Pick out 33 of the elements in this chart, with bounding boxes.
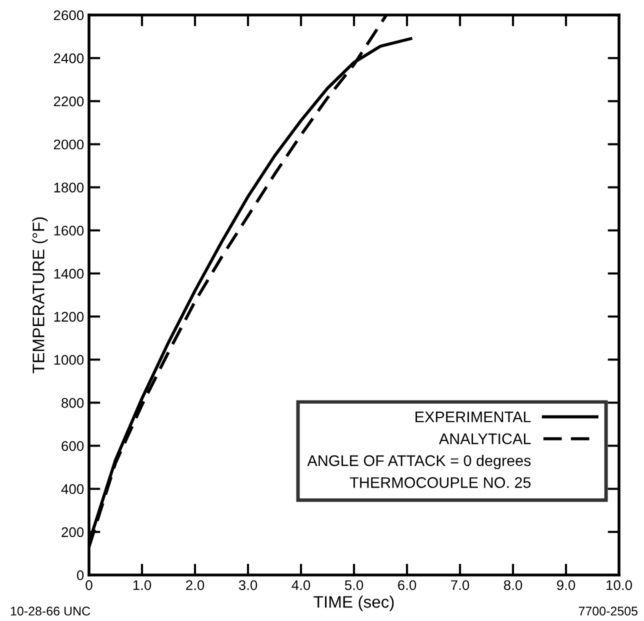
text: 7700-2505 (578, 606, 638, 616)
y-tick-label: 200 (62, 527, 84, 538)
x-tick-label: 4.0 (292, 580, 310, 590)
x-tick-label: 1.0 (133, 580, 152, 590)
x-tick-label: 9.0 (557, 580, 576, 590)
x-tick-label: 5.0 (344, 580, 364, 590)
x-tick-label: 3.0 (238, 580, 258, 590)
y-tick-label: 400 (61, 484, 84, 494)
x-axis-title: TIME (sec) (314, 596, 394, 612)
y-tick-label: 2400 (54, 53, 84, 64)
y-tick-label: 800 (62, 398, 84, 408)
x-tick-label: 6.0 (398, 580, 416, 590)
x-tick-label: 0 (86, 580, 92, 590)
y-tick-label: 2200 (54, 96, 84, 106)
y-tick-label: 600 (62, 441, 84, 451)
x-tick-label: 10.0 (606, 580, 632, 590)
y-tick-label: 0 (76, 570, 84, 580)
x-tick-label: 8.0 (504, 580, 522, 590)
y-tick-label: 2600 (54, 10, 84, 20)
x-tick-label: 7.0 (451, 580, 470, 590)
text: 10-28-66 UNC (10, 606, 90, 616)
y-tick-label: 1000 (54, 354, 84, 365)
legend-label: EXPERIMENTAL (416, 412, 531, 422)
y-tick-label: 1800 (54, 182, 84, 192)
y-tick-label: 1200 (54, 312, 84, 322)
y-tick-label: 1400 (54, 268, 84, 279)
x-tick-label: 2.0 (186, 580, 204, 590)
annotation: THERMOCOUPLE NO. 25 (350, 477, 531, 488)
y-axis-title: TEMPERATURE (°F) (32, 217, 48, 374)
y-tick-label: 2000 (54, 140, 84, 150)
y-tick-label: 1600 (54, 226, 84, 236)
legend-label: ANALYTICAL (438, 433, 531, 444)
annotation: ANGLE OF ATTACK = 0 degrees (307, 454, 531, 470)
